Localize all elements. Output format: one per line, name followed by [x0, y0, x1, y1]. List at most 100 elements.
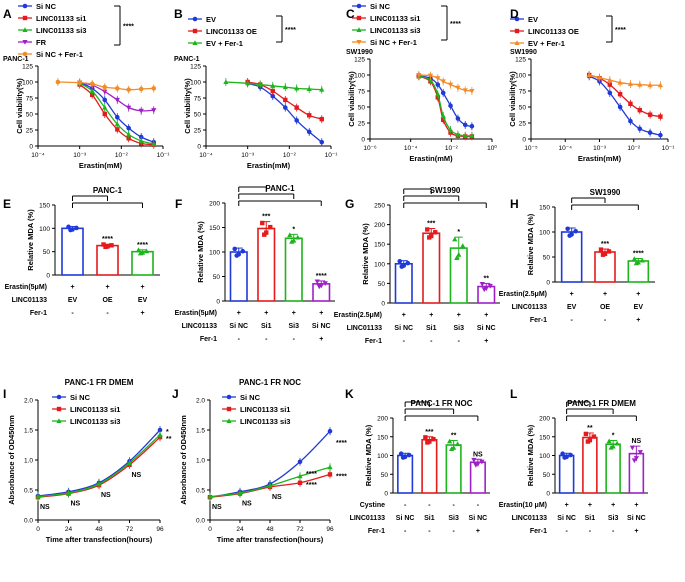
replicate-point [585, 439, 591, 444]
significance-label: *** [427, 221, 435, 228]
y-tick-label: 100 [190, 80, 201, 87]
replicate-point [573, 228, 578, 234]
y-tick-label: 75 [26, 96, 34, 103]
y-tick-label: 0 [381, 301, 385, 308]
replicate-point [567, 233, 572, 238]
cell-line-label: SW1990 [510, 49, 537, 56]
x-tick-label: 24 [65, 526, 73, 533]
y-tick-label: 1.0 [24, 458, 33, 465]
panel-K: 0 50 100 150 200 Relative MDA (%) PANC-1 FR NO… [350, 399, 490, 535]
data-point [427, 73, 434, 79]
y-tick-label: 1.5 [196, 428, 205, 435]
condition-label: LINC01133 [347, 325, 383, 332]
y-tick-label: 150 [377, 434, 388, 441]
replicate-point [234, 253, 240, 258]
y-tick-label: 100 [539, 230, 550, 237]
y-axis-label: Cell viability(%) [347, 71, 356, 127]
condition-value: + [319, 310, 323, 317]
data-point [138, 86, 144, 92]
data-point [102, 97, 108, 103]
annotation-label: **** [306, 482, 317, 489]
y-tick-label: 150 [374, 242, 385, 249]
y-tick-label: 150 [539, 434, 550, 441]
data-point [469, 133, 475, 138]
y-tick-label: 0 [384, 491, 388, 498]
condition-value: + [292, 310, 296, 317]
replicate-point [591, 434, 597, 439]
condition-value: Si3 [608, 515, 619, 522]
y-axis-label: Cell viability(%) [508, 71, 517, 127]
significance-label: **** [123, 24, 134, 31]
replicate-point [425, 440, 430, 445]
annotation-label: NS [212, 504, 222, 511]
replicate-point [562, 455, 567, 460]
condition-label: LINC01133 [512, 304, 548, 311]
data-point [306, 129, 312, 135]
replicate-point [68, 227, 73, 233]
condition-label: LINC01133 [12, 297, 48, 304]
legend-label: EV + Fer-1 [528, 39, 565, 48]
data-point [455, 85, 461, 91]
panel-letter: I [3, 387, 6, 401]
y-axis-label: Cell viability(%) [15, 78, 24, 134]
replicate-point [240, 248, 246, 254]
data-point [115, 127, 120, 132]
legend-label: EV [528, 15, 538, 24]
condition-value: + [565, 502, 569, 509]
replicate-point [399, 264, 405, 269]
condition-label: LINC01133 [182, 323, 218, 330]
y-tick-label: 50 [194, 112, 202, 119]
data-point [282, 84, 288, 90]
data-point [427, 77, 434, 83]
replicate-point [629, 445, 635, 451]
significance-label: **** [633, 251, 644, 258]
data-point [294, 118, 299, 123]
replicate-point [487, 283, 493, 289]
legend-marker [192, 40, 198, 45]
y-tick-label: 75 [519, 89, 527, 96]
data-point [607, 82, 613, 87]
data-point [440, 79, 446, 85]
condition-value: + [457, 312, 461, 319]
data-point [607, 90, 613, 96]
data-point [319, 139, 325, 145]
data-point [462, 88, 468, 94]
x-axis-label: Erastin(mM) [79, 161, 123, 170]
y-tick-label: 25 [519, 121, 527, 128]
data-point [102, 104, 108, 110]
data-point [151, 86, 157, 91]
legend-marker [22, 40, 28, 45]
legend-marker [56, 418, 62, 423]
data-point [637, 126, 643, 132]
condition-value: Si1 [426, 325, 437, 332]
panel-L: 0 50 100 150 200 Relative MDA (%) PANC-1 FR DM… [499, 399, 648, 535]
replicate-point [479, 282, 485, 287]
data-point [658, 132, 663, 138]
replicate-point [460, 243, 466, 248]
replicate-point [631, 256, 637, 261]
series-line [418, 75, 472, 138]
y-tick-label: 200 [377, 416, 388, 423]
legend-label: FR [36, 38, 47, 47]
replicate-point [473, 462, 479, 468]
panel-letter: A [3, 7, 12, 21]
bar [61, 227, 84, 276]
x-axis-label: Time after transfection(hours) [46, 535, 153, 544]
data-point [257, 81, 263, 87]
y-tick-label: 0 [361, 137, 365, 144]
data-point [102, 84, 108, 90]
data-point [89, 81, 95, 87]
x-tick-label: 10⁻² [445, 145, 459, 152]
condition-value: + [476, 528, 480, 535]
bar [422, 232, 441, 304]
significance-label: ** [451, 433, 457, 440]
panel-letter: G [345, 197, 354, 211]
chart-title: PANC-1 FR DMEM [65, 378, 134, 387]
replicate-point [314, 279, 320, 285]
data-point [435, 91, 441, 97]
data-point [435, 76, 441, 81]
condition-value: + [570, 291, 574, 298]
panel-letter: K [345, 387, 354, 401]
significance-label: **** [285, 27, 296, 34]
x-axis-label: Erastin(mM) [247, 161, 291, 170]
